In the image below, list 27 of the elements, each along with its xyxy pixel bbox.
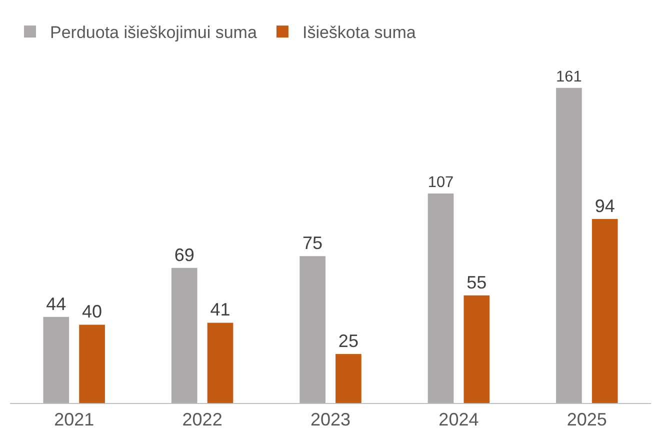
bar [207,322,234,403]
data-label: 40 [82,302,102,322]
bar [43,316,70,403]
data-label: 75 [302,233,323,254]
data-label: 25 [338,331,358,352]
data-label: 69 [174,244,194,265]
bar [336,354,362,403]
x-tick-label: 2025 [566,410,607,430]
x-tick-label: 2022 [182,410,222,430]
bar [171,268,198,403]
bar [79,324,105,403]
data-label: 41 [210,300,230,320]
legend-label: Perduota išieškojimui suma [50,23,258,42]
bar [464,295,490,403]
bar [592,218,618,403]
data-label: 107 [428,174,454,192]
legend-label: Išieškota suma [302,23,416,42]
x-tick-label: 2021 [54,410,94,430]
bar [556,88,582,403]
bar [428,194,454,403]
bar [300,256,326,403]
x-tick-label: 2023 [310,410,351,430]
data-label: 44 [46,294,66,314]
data-label: 55 [466,272,487,292]
data-label: 94 [594,196,615,216]
data-label: 161 [556,68,582,86]
x-tick-label: 2024 [438,410,479,430]
